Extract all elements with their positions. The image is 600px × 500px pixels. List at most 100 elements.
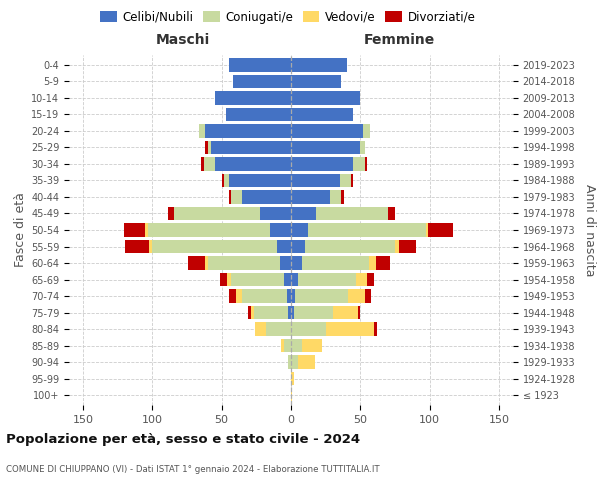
Bar [270, 224, 291, 236]
Bar [199, 124, 205, 138]
Bar [149, 240, 152, 253]
Bar [356, 273, 367, 286]
Bar [229, 174, 291, 187]
Bar [260, 207, 291, 220]
Bar [152, 240, 277, 253]
Bar [291, 75, 341, 88]
Bar [215, 158, 291, 170]
Bar [125, 240, 149, 253]
Bar [229, 58, 291, 71]
Bar [277, 240, 291, 253]
Bar [201, 158, 203, 170]
Bar [284, 273, 291, 286]
Bar [353, 158, 365, 170]
Bar [399, 240, 416, 253]
Bar [291, 58, 347, 71]
Bar [188, 256, 205, 270]
Bar [305, 240, 395, 253]
Bar [425, 224, 428, 236]
Bar [298, 356, 314, 368]
Bar [326, 322, 374, 336]
Bar [291, 339, 302, 352]
Bar [291, 388, 292, 402]
Bar [291, 141, 361, 154]
Bar [235, 290, 242, 302]
Bar [254, 306, 288, 319]
Bar [220, 273, 227, 286]
Bar [288, 356, 291, 368]
Bar [388, 207, 395, 220]
Bar [266, 322, 291, 336]
Bar [233, 75, 291, 88]
Text: Popolazione per età, sesso e stato civile - 2024: Popolazione per età, sesso e stato civil… [6, 432, 360, 446]
Bar [242, 290, 287, 302]
Bar [248, 306, 251, 319]
Bar [291, 190, 330, 203]
Bar [365, 158, 367, 170]
Bar [291, 290, 295, 302]
Text: Maschi: Maschi [155, 32, 210, 46]
Bar [205, 124, 291, 138]
Bar [291, 224, 308, 236]
Bar [308, 224, 425, 236]
Y-axis label: Anni di nascita: Anni di nascita [583, 184, 596, 276]
Bar [167, 207, 175, 220]
Bar [281, 339, 284, 352]
Bar [291, 240, 305, 253]
Bar [288, 306, 291, 319]
Bar [229, 290, 235, 302]
Bar [148, 224, 270, 236]
Bar [224, 174, 229, 187]
Bar [251, 306, 254, 319]
Bar [316, 207, 388, 220]
Bar [287, 290, 291, 302]
Bar [208, 141, 211, 154]
Bar [145, 224, 148, 236]
Y-axis label: Fasce di età: Fasce di età [14, 192, 27, 268]
Bar [361, 141, 365, 154]
Bar [215, 92, 291, 104]
Bar [232, 190, 242, 203]
Bar [291, 322, 326, 336]
Bar [175, 207, 260, 220]
Bar [291, 124, 363, 138]
Bar [205, 256, 208, 270]
Bar [358, 306, 361, 319]
Bar [376, 256, 389, 270]
Bar [340, 174, 350, 187]
Bar [291, 92, 361, 104]
Bar [291, 256, 302, 270]
Bar [294, 306, 332, 319]
Bar [295, 290, 348, 302]
Legend: Celibi/Nubili, Coniugati/e, Vedovi/e, Divorziati/e: Celibi/Nubili, Coniugati/e, Vedovi/e, Di… [95, 6, 481, 28]
Bar [284, 339, 291, 352]
Bar [302, 256, 369, 270]
Bar [302, 339, 322, 352]
Bar [205, 141, 208, 154]
Bar [363, 124, 370, 138]
Bar [291, 158, 353, 170]
Bar [291, 108, 353, 121]
Text: COMUNE DI CHIUPPANO (VI) - Dati ISTAT 1° gennaio 2024 - Elaborazione TUTTITALIA.: COMUNE DI CHIUPPANO (VI) - Dati ISTAT 1°… [6, 466, 380, 474]
Bar [365, 290, 371, 302]
Bar [232, 273, 284, 286]
Bar [291, 174, 340, 187]
Bar [341, 190, 344, 203]
Bar [395, 240, 399, 253]
Bar [330, 190, 341, 203]
Bar [428, 224, 454, 236]
Bar [203, 158, 215, 170]
Bar [280, 256, 291, 270]
Bar [221, 174, 224, 187]
Bar [227, 273, 232, 286]
Bar [291, 356, 298, 368]
Bar [374, 322, 377, 336]
Bar [255, 322, 266, 336]
Bar [242, 190, 291, 203]
Bar [332, 306, 358, 319]
Text: Femmine: Femmine [364, 32, 435, 46]
Bar [229, 190, 232, 203]
Bar [291, 306, 294, 319]
Bar [369, 256, 376, 270]
Bar [350, 174, 353, 187]
